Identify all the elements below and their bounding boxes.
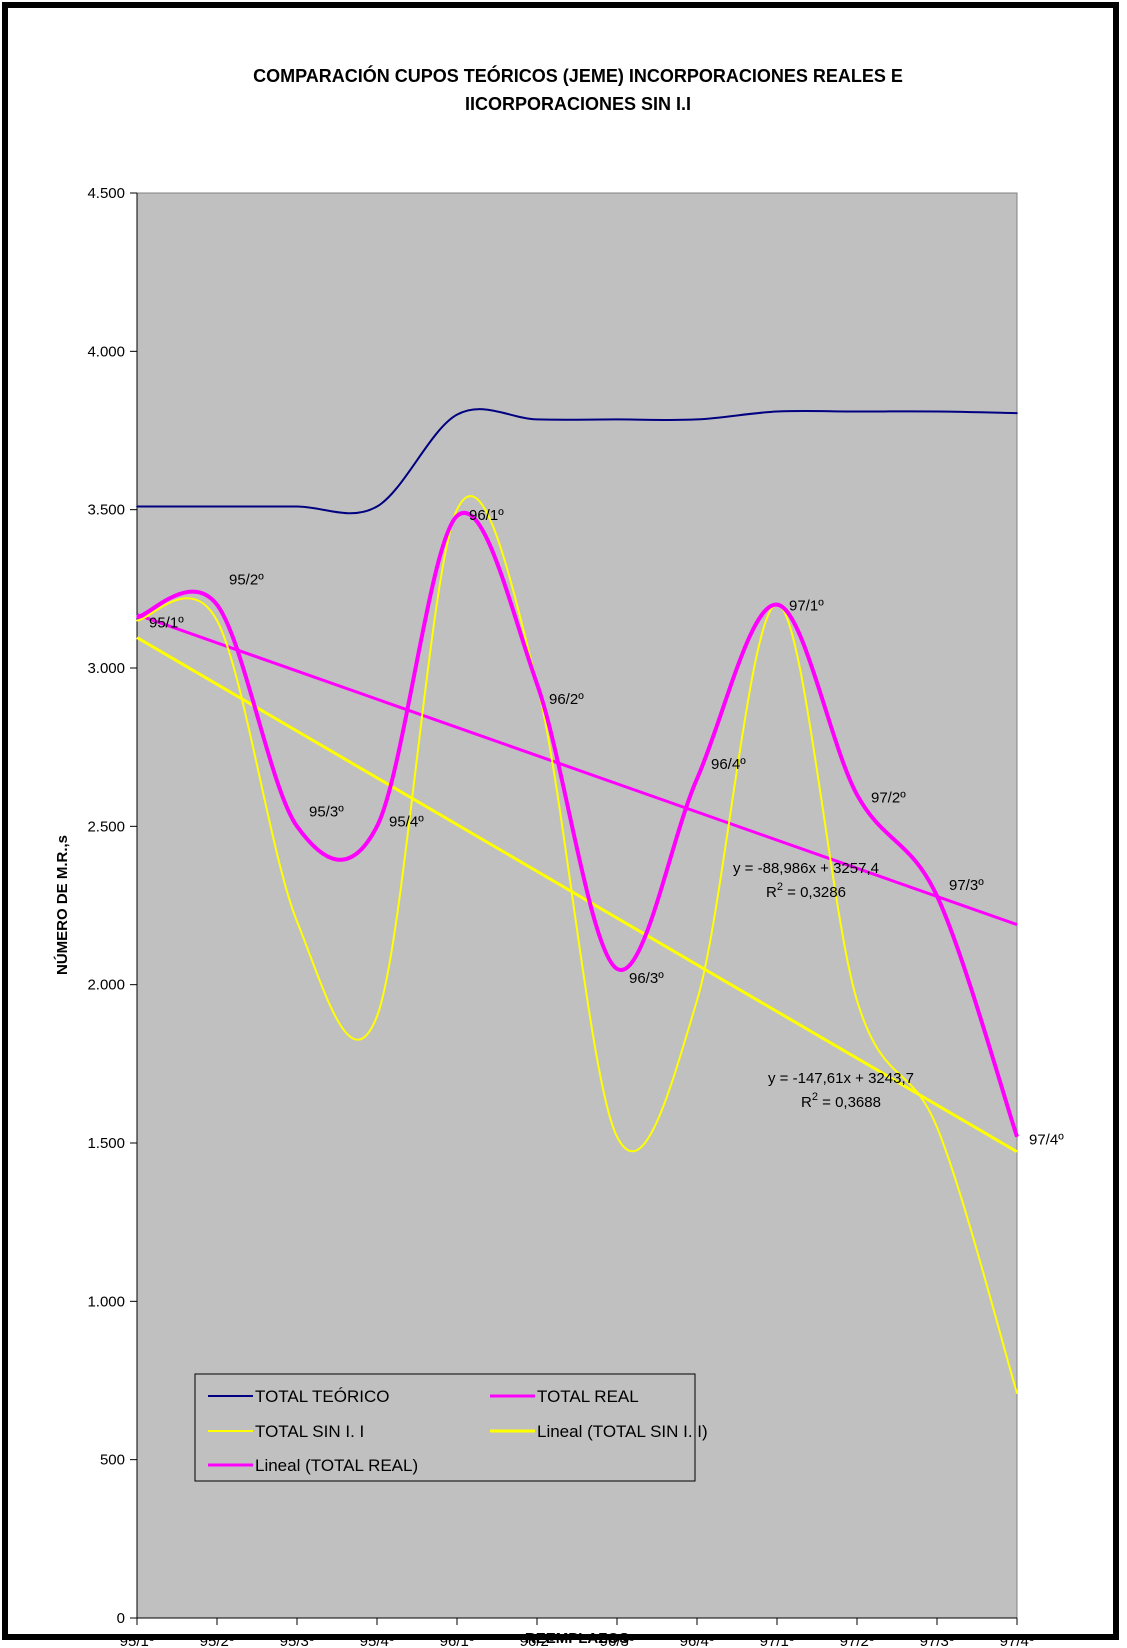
x-tick-label: 97/1º <box>760 1633 795 1648</box>
data-point <box>936 410 938 413</box>
x-tick-label: 97/4º <box>1000 1633 1035 1648</box>
x-tick-label: 96/2º <box>520 1633 555 1648</box>
chart-title-line-1: COMPARACIÓN CUPOS TEÓRICOS (JEME) INCORP… <box>253 65 903 86</box>
r-squared-superscript: 2 <box>812 1091 818 1103</box>
data-point <box>456 508 458 511</box>
r-squared-value: = 0,3286 <box>783 884 846 901</box>
x-axis: 95/1º 95/2º 95/3º 95/4º 96/1º 96/2º 96/3º 96/4º… <box>120 1617 1035 1648</box>
point-label: 97/3º <box>949 877 984 894</box>
y-tick-label: 2.500 <box>87 818 125 835</box>
legend-box <box>194 1373 696 1482</box>
legend-label: TOTAL REAL <box>537 1387 639 1406</box>
data-point <box>216 505 218 508</box>
data-point <box>776 603 778 606</box>
data-point <box>1016 1392 1018 1394</box>
y-axis-title: NÚMERO DE M.R.,s <box>53 835 71 975</box>
data-point <box>1016 412 1018 414</box>
x-tick-label: 96/3º <box>600 1633 635 1648</box>
legend-label: TOTAL SIN I. I <box>255 1422 364 1441</box>
data-point <box>216 603 218 606</box>
series-lines <box>136 408 1019 1394</box>
x-tick-label: 97/2º <box>840 1633 875 1648</box>
y-tick-label: 4.000 <box>87 343 125 360</box>
legend: TOTAL TEÓRICO TOTAL REAL TOTAL SIN I. I Lin… <box>194 1373 708 1482</box>
data-point <box>136 505 138 508</box>
data-point <box>936 895 938 897</box>
x-tick-label: 95/1º <box>120 1633 155 1648</box>
x-axis-title: REEMPLAZOS <box>525 1630 629 1647</box>
point-label: 96/1º <box>469 507 504 524</box>
trendline <box>136 613 1018 927</box>
trend-equation: y = -88,986x + 3257,4 <box>733 860 879 877</box>
x-tick-label: 97/3º <box>920 1633 955 1648</box>
legend-label: Lineal (TOTAL SIN I. I) <box>537 1422 708 1441</box>
data-point <box>856 410 858 413</box>
data-point <box>376 505 378 508</box>
data-point <box>856 999 858 1002</box>
x-tick-label: 95/3º <box>280 1633 315 1648</box>
data-point <box>696 778 698 780</box>
y-tick-label: 500 <box>100 1452 125 1469</box>
data-point <box>856 793 858 796</box>
data-point <box>376 825 378 828</box>
data-point <box>696 418 698 421</box>
y-tick-label: 1.500 <box>87 1135 125 1152</box>
data-point <box>616 968 618 970</box>
y-tick-label: 3.500 <box>87 502 125 519</box>
point-label: 96/4º <box>711 756 746 773</box>
data-point <box>536 683 538 685</box>
point-label: 95/3º <box>309 803 344 820</box>
x-tick-label: 95/2º <box>200 1633 235 1648</box>
data-point <box>216 619 218 622</box>
point-label: 96/3º <box>629 970 664 987</box>
data-point <box>616 1135 618 1138</box>
trend-r-squared: R2 = 0,3286 <box>766 881 846 901</box>
data-point <box>1016 1135 1018 1138</box>
data-point <box>936 1126 938 1128</box>
y-tick-label: 2.000 <box>87 977 125 994</box>
data-point <box>376 1015 378 1018</box>
x-tick-label: 95/4º <box>360 1633 395 1648</box>
legend-label: TOTAL TEÓRICO <box>255 1387 389 1406</box>
trend-equation: y = -147,61x + 3243,7 <box>768 1070 914 1087</box>
y-tick-label: 4.500 <box>87 185 125 202</box>
trend-r-squared: R2 = 0,3688 <box>801 1091 881 1111</box>
data-point <box>296 920 298 923</box>
data-point <box>456 515 458 517</box>
point-label: 97/1º <box>789 598 824 615</box>
x-tick-label: 96/1º <box>440 1633 475 1648</box>
y-tick-label: 3.000 <box>87 660 125 677</box>
y-tick-label: 0 <box>117 1610 125 1627</box>
point-labels: 95/1º 95/2º 95/3º 95/4º 96/1º 96/2º 96/3º 96/4º… <box>149 507 1064 1149</box>
data-point <box>136 616 138 619</box>
point-label: 95/1º <box>149 614 184 631</box>
r-squared-prefix: R <box>766 884 777 901</box>
data-point <box>536 418 538 421</box>
data-point <box>696 999 698 1002</box>
trendline <box>136 636 1018 1154</box>
legend-label: Lineal (TOTAL REAL) <box>255 1456 418 1475</box>
r-squared-prefix: R <box>801 1094 812 1111</box>
x-tick-label: 96/4º <box>680 1633 715 1648</box>
data-point <box>296 825 298 828</box>
data-point <box>296 505 298 508</box>
point-label: 95/2º <box>229 572 264 589</box>
data-point <box>456 413 458 416</box>
y-tick-label: 1.000 <box>87 1293 125 1310</box>
point-label: 97/4º <box>1029 1132 1064 1149</box>
data-point <box>776 410 778 413</box>
point-label: 97/2º <box>871 790 906 807</box>
chart-title-line-2: IICORPORACIONES SIN I.I <box>465 94 691 114</box>
r-squared-superscript: 2 <box>777 881 783 893</box>
data-point <box>136 619 138 622</box>
r-squared-value: = 0,3688 <box>818 1094 881 1111</box>
y-axis: 0 500 1.000 1.500 2.000 2.500 3.000 3.500 4.000 4… <box>87 185 138 1627</box>
point-label: 96/2º <box>549 691 584 708</box>
trendlines <box>136 613 1018 1154</box>
data-point <box>616 418 618 421</box>
point-label: 95/4º <box>389 813 424 830</box>
